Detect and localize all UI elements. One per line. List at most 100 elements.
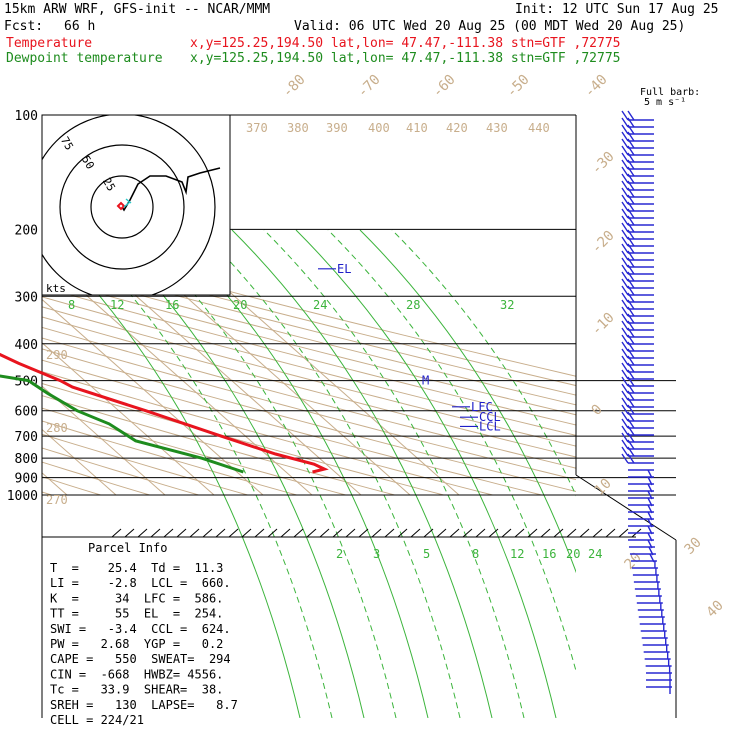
wind-barb-flag <box>621 390 629 401</box>
parcel-info-row: K = 34 LFC = 586. <box>50 591 223 605</box>
isotherm-label: -40 <box>582 72 611 101</box>
wind-barb-flag <box>621 432 629 443</box>
barb-legend-title: Full barb: <box>640 87 700 98</box>
adiabat-label: 270 <box>46 493 68 507</box>
hodograph-ring-75 <box>42 115 216 295</box>
temperature-location: x,y=125.25,194.50 lat,lon= 47.47,-111.38… <box>190 36 620 51</box>
mixing-ratio-line <box>263 229 525 718</box>
barb-legend-unit: 5 m s⁻¹ <box>644 97 686 108</box>
wind-barb-flag <box>627 117 635 128</box>
adiabat-label: 420 <box>446 121 468 135</box>
parcel-info-title: Parcel Info <box>88 541 167 555</box>
hatch-mark <box>462 528 473 538</box>
wind-barb-flag <box>627 390 635 401</box>
isotherm-label: -30 <box>589 149 618 178</box>
valid-time: Valid: 06 UTC Wed 20 Aug 25 (00 MDT Wed … <box>294 19 685 34</box>
parcel-info-row: PW = 2.68 YGP = 0.2 <box>50 637 223 651</box>
adiabat-label: 370 <box>246 121 268 135</box>
wind-barb-flag <box>621 446 629 457</box>
wind-barb-flag <box>621 117 629 128</box>
dry-adiabat <box>42 382 444 496</box>
wind-barb-flag <box>621 187 629 198</box>
wind-barb-flag <box>627 341 635 352</box>
pressure-label-200: 200 <box>15 223 38 238</box>
wind-barb-flag <box>621 208 629 219</box>
hatch-mark <box>280 528 291 538</box>
mixing-ratio-label: 16 <box>542 547 556 561</box>
mixing-ratio-line <box>199 229 461 718</box>
hatch-mark <box>111 528 122 538</box>
wind-barb-flag <box>621 306 629 317</box>
hatch-mark <box>202 528 213 538</box>
wind-barb-flag <box>627 404 635 415</box>
wind-barb-flag <box>621 243 629 254</box>
mixing-ratio-label: 12 <box>110 298 124 312</box>
mixing-ratio-line <box>359 229 576 574</box>
parcel-info-background <box>44 539 236 727</box>
pressure-axis-labels: 100 200 300 400 500 600 700 800 900 1000 <box>7 109 38 504</box>
wind-barb-flag <box>621 320 629 331</box>
annotation-lfc: LFC <box>471 400 493 414</box>
wind-barb-flag <box>627 320 635 331</box>
hodograph-storm-motion <box>116 201 126 211</box>
dry-adiabat <box>42 296 576 436</box>
wind-barb-flag <box>627 264 635 275</box>
hatch-mark <box>527 528 538 538</box>
wind-barb-flag <box>621 278 629 289</box>
mixing-ratio-label: 8 <box>472 547 479 561</box>
hatch-mark <box>137 528 148 538</box>
dry-adiabat <box>42 286 576 426</box>
wind-barb-flag <box>621 376 629 387</box>
hatch-mark <box>228 528 239 538</box>
wind-barb-flag <box>621 138 629 149</box>
isotherm-label: 0 <box>589 402 606 419</box>
wind-barb-flag <box>627 425 635 436</box>
wind-barb-flag <box>621 215 629 226</box>
wind-barb-flag <box>621 411 629 422</box>
mixing-ratio-label: 3 <box>373 547 380 561</box>
hodograph-ring-label-75: 75 <box>58 135 76 153</box>
wind-barb-flag <box>627 243 635 254</box>
wind-barb-flag <box>621 292 629 303</box>
wind-barb-flag <box>627 348 635 359</box>
wind-barb-flag <box>621 418 629 429</box>
lower-region-hatch <box>42 528 642 538</box>
wind-barb-flag <box>627 187 635 198</box>
wind-barb-flag <box>621 110 629 121</box>
wind-barb-flag <box>621 124 629 135</box>
dry-adiabat <box>42 407 346 496</box>
wind-barb-flag <box>621 439 629 450</box>
wind-barb-flag <box>621 327 629 338</box>
hatch-mark <box>501 528 512 538</box>
isotherm-label: -70 <box>355 72 384 101</box>
wind-barb-flag <box>621 145 629 156</box>
wind-barb-flag <box>621 222 629 233</box>
wind-barb-flag <box>621 341 629 352</box>
mixing-ratio-line <box>327 229 576 673</box>
isotherm-line <box>42 342 215 496</box>
adiabat-label: 400 <box>368 121 390 135</box>
wind-barb-flag <box>621 397 629 408</box>
hatch-mark <box>332 528 343 538</box>
annotation-lcl: LCL <box>479 419 501 433</box>
mixing-ratio-label: 28 <box>406 298 420 312</box>
wind-barb-flag <box>627 334 635 345</box>
wind-barb-flag <box>627 355 635 366</box>
dewpoint-legend: Dewpoint temperature <box>6 51 163 66</box>
isotherm-label: 40 <box>704 598 727 621</box>
wind-barb-flag <box>621 131 629 142</box>
wind-barb-flag <box>627 222 635 233</box>
adiabat-label: 290 <box>46 348 68 362</box>
parcel-info-row: CELL = 224/21 <box>50 713 144 727</box>
mixing-ratio-line <box>391 229 576 497</box>
annotation-el: EL <box>337 262 351 276</box>
dry-adiabat <box>42 316 576 458</box>
hatch-mark <box>241 528 252 538</box>
mixing-ratio-label: 24 <box>313 298 327 312</box>
wind-barb-flag <box>627 173 635 184</box>
hatch-mark <box>189 528 200 538</box>
pressure-label-700: 700 <box>15 430 38 445</box>
wind-barb-flag <box>627 271 635 282</box>
hodograph-frame <box>41 114 231 296</box>
hatch-mark <box>514 528 525 538</box>
